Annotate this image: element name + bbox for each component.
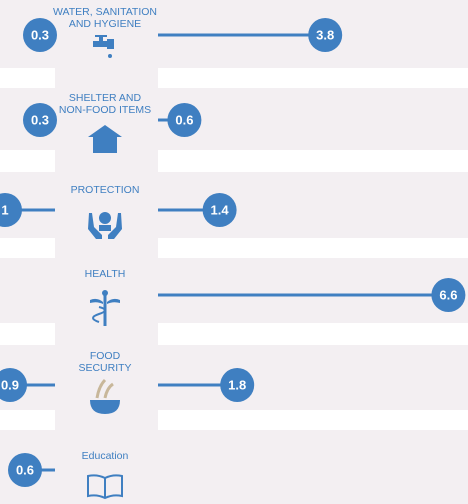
value-dot — [0, 368, 27, 402]
value-label: 1 — [1, 202, 8, 217]
protection-icon — [88, 212, 122, 239]
value-label: 0.6 — [16, 462, 34, 477]
book-icon — [87, 474, 123, 500]
value-dot — [308, 18, 343, 52]
value-label: 1.8 — [228, 377, 246, 392]
row-band — [0, 258, 468, 323]
value-label: 0.9 — [1, 377, 19, 392]
center-column — [55, 0, 158, 504]
house-icon — [88, 125, 122, 153]
value-dot — [23, 18, 57, 52]
value-label: 6.6 — [439, 287, 457, 302]
sector-label: PROTECTION — [70, 184, 140, 196]
value-label: 0.3 — [31, 112, 49, 127]
row-band — [0, 88, 468, 150]
sector-label: Education — [81, 450, 129, 462]
value-dot — [8, 453, 42, 487]
sector-label: FOOD SECURITY — [78, 350, 132, 374]
sector-label: HEALTH — [84, 268, 126, 280]
sector-label: WATER, SANITATION AND HYGIENE — [52, 6, 158, 30]
value-dot — [23, 103, 57, 137]
row-band — [0, 430, 468, 504]
health-icon — [90, 290, 120, 326]
value-dot — [220, 368, 255, 402]
icons — [87, 35, 123, 500]
value-dot — [167, 103, 202, 137]
sector-label: SHELTER AND NON-FOOD ITEMS — [58, 92, 152, 116]
value-dot — [431, 278, 466, 312]
value-dot — [202, 193, 237, 227]
tap-icon — [93, 35, 114, 58]
bowl-icon — [90, 378, 120, 414]
marks: 0.3 3.8 0.3 0.6 1 1.4 6.6 0.9 1.8 0.6 — [0, 18, 466, 487]
value-label: 3.8 — [316, 27, 334, 42]
value-label: 0.6 — [175, 112, 193, 127]
value-label: 1.4 — [211, 202, 230, 217]
value-label: 0.3 — [31, 27, 49, 42]
value-dot — [0, 193, 22, 227]
